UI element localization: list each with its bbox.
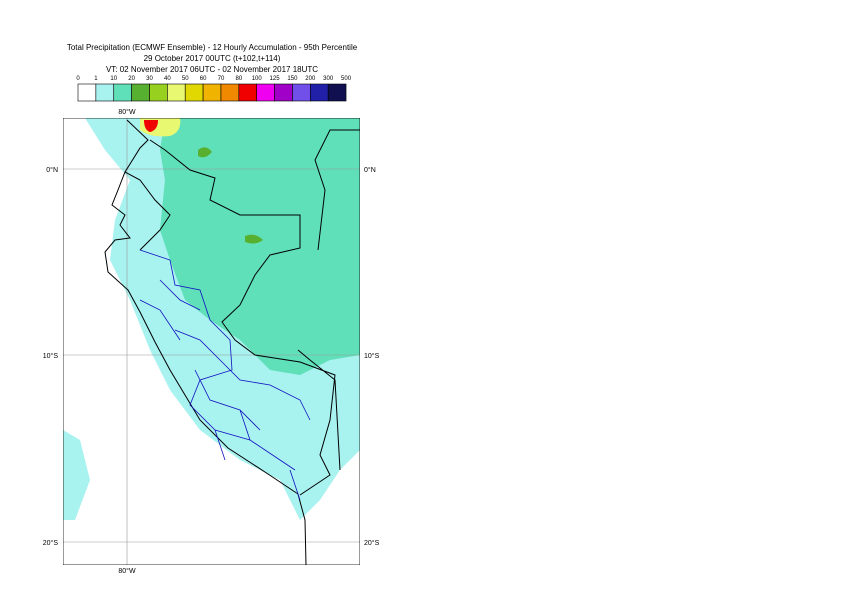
lat-label: 10°S bbox=[364, 352, 380, 360]
lat-label: 20°S bbox=[43, 539, 59, 547]
legend-label: 0 bbox=[76, 76, 80, 82]
legend-label: 10 bbox=[110, 76, 117, 82]
legend-swatch bbox=[238, 83, 258, 102]
legend-label: 60 bbox=[200, 76, 207, 82]
legend-label: 200 bbox=[305, 76, 316, 82]
lat-label: 10°S bbox=[43, 352, 59, 360]
country-borders bbox=[124, 129, 360, 496]
precip-area bbox=[63, 430, 90, 520]
valid-time: VT: 02 November 2017 06UTC - 02 November… bbox=[106, 65, 318, 74]
legend-swatch bbox=[113, 83, 132, 102]
legend-swatch bbox=[77, 83, 97, 102]
legend-label: 100 bbox=[252, 76, 263, 82]
lat-label: 0°N bbox=[46, 166, 58, 174]
precip-area bbox=[144, 120, 158, 132]
precip-area bbox=[198, 147, 263, 244]
lat-label: 20°S bbox=[364, 539, 380, 547]
legend-label: 80 bbox=[235, 76, 242, 82]
legend-label: 50 bbox=[182, 76, 189, 82]
map bbox=[63, 118, 360, 565]
province-borders bbox=[139, 249, 311, 501]
legend-label: 40 bbox=[164, 76, 171, 82]
lon-label: 80°W bbox=[118, 567, 136, 575]
legend-swatch bbox=[167, 83, 186, 102]
legend-swatch bbox=[184, 83, 204, 102]
legend-label: 500 bbox=[341, 76, 352, 82]
legend-swatch bbox=[292, 83, 311, 102]
legend-swatch bbox=[274, 83, 293, 102]
legend-swatch bbox=[327, 83, 347, 102]
precip-area bbox=[160, 118, 360, 375]
coastline bbox=[104, 119, 307, 565]
graticule bbox=[63, 118, 360, 565]
legend-swatch bbox=[149, 83, 168, 102]
legend-label: 70 bbox=[218, 76, 225, 82]
legend-swatch bbox=[220, 83, 240, 102]
title: Total Precipitation (ECMWF Ensemble) - 1… bbox=[67, 43, 358, 52]
legend-swatch bbox=[310, 83, 329, 102]
subtitle: 29 October 2017 00UTC (t+102,t+114) bbox=[144, 54, 281, 63]
legend-swatch bbox=[95, 83, 115, 102]
legend-label: 30 bbox=[146, 76, 153, 82]
legend: 0 1 10 20 30 40 50 60 70 80 100 125 150 200 300 500 bbox=[76, 76, 352, 102]
legend-label: 150 bbox=[287, 76, 298, 82]
legend-swatch bbox=[256, 83, 275, 102]
legend-label: 125 bbox=[270, 76, 281, 82]
legend-label: 1 bbox=[94, 76, 98, 82]
legend-swatch bbox=[131, 83, 150, 102]
legend-swatch bbox=[202, 83, 222, 102]
legend-label: 300 bbox=[323, 76, 334, 82]
legend-label: 20 bbox=[128, 76, 135, 82]
lon-label: 80°W bbox=[118, 108, 136, 116]
lat-label: 0°N bbox=[364, 166, 376, 174]
